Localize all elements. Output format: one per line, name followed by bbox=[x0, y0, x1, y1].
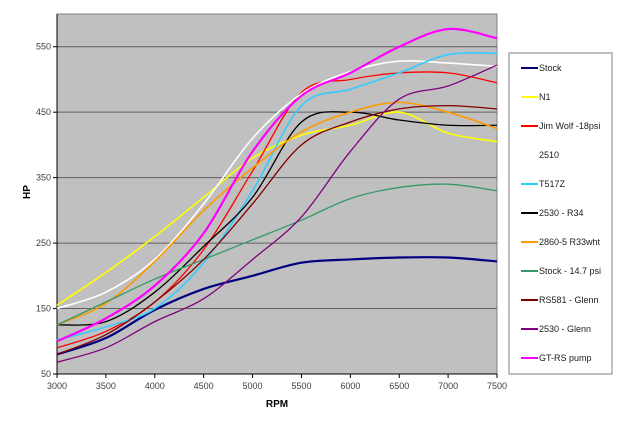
y-tick-label: 50 bbox=[41, 369, 51, 379]
plot-area bbox=[56, 13, 498, 375]
series-line-2530-glenn bbox=[56, 64, 498, 363]
gridlines bbox=[57, 46, 497, 310]
legend-item: Stock bbox=[521, 63, 562, 73]
legend-item: Jim Wolf -18psi bbox=[521, 121, 600, 131]
legend-label: 2530 - Glenn bbox=[539, 324, 591, 334]
legend-label: T517Z bbox=[539, 179, 566, 189]
x-tick-label: 4500 bbox=[194, 381, 214, 391]
x-axis-label: RPM bbox=[266, 399, 288, 410]
legend-label: 2860-5 R33wht bbox=[539, 237, 601, 247]
y-tick-label: 450 bbox=[36, 107, 51, 117]
series-line-stock-14-7-psi bbox=[56, 183, 498, 326]
y-tick-label: 150 bbox=[36, 304, 51, 314]
legend-item: 2860-5 R33wht bbox=[521, 237, 601, 247]
series-line-gt-rs-pump bbox=[56, 27, 498, 343]
legend-item: GT-RS pump bbox=[521, 353, 592, 363]
legend-item: 2510 bbox=[521, 150, 559, 160]
series-line-t517z bbox=[56, 51, 498, 341]
y-tick-label: 550 bbox=[36, 42, 51, 52]
x-tick-label: 4000 bbox=[145, 381, 165, 391]
series-line-2530-r34 bbox=[56, 111, 498, 326]
legend-item: Stock - 14.7 psi bbox=[521, 266, 601, 276]
x-tick-label: 6000 bbox=[340, 381, 360, 391]
legend-label: GT-RS pump bbox=[539, 353, 592, 363]
x-tick-label: 6500 bbox=[389, 381, 409, 391]
legend-item: N1 bbox=[521, 92, 551, 102]
series-lines bbox=[56, 27, 498, 363]
x-axis: 3000 3500 4000 4500 5000 5500 6000 6500 7000 7500 bbox=[47, 373, 507, 391]
x-tick-label: 3000 bbox=[47, 381, 67, 391]
series-line-rs581-glenn bbox=[56, 104, 498, 355]
series-line-2860-5-r33wht bbox=[56, 101, 498, 326]
y-tick-label: 350 bbox=[36, 173, 51, 183]
legend-label: N1 bbox=[539, 92, 551, 102]
legend-item: T517Z bbox=[521, 179, 566, 189]
y-tick-label: 250 bbox=[36, 238, 51, 248]
y-axis-label: HP bbox=[22, 185, 33, 199]
legend-label: 2510 bbox=[539, 150, 559, 160]
x-tick-label: 5000 bbox=[243, 381, 263, 391]
legend-label: Stock - 14.7 psi bbox=[539, 266, 601, 276]
legend-label: Jim Wolf -18psi bbox=[539, 121, 600, 131]
legend-label: RS581 - Glenn bbox=[539, 295, 599, 305]
y-axis: 50 150 250 350 450 550 bbox=[36, 14, 58, 379]
legend-label: 2530 - R34 bbox=[539, 208, 584, 218]
legend: Stock N1 Jim Wolf -18psi 2510 T517Z 2530 - R3… bbox=[508, 52, 613, 375]
legend-label: Stock bbox=[539, 63, 562, 73]
x-tick-label: 7000 bbox=[438, 381, 458, 391]
x-tick-label: 5500 bbox=[291, 381, 311, 391]
legend-item: 2530 - R34 bbox=[521, 208, 584, 218]
series-line-2510 bbox=[56, 59, 498, 310]
x-tick-label: 7500 bbox=[487, 381, 507, 391]
legend-item: 2530 - Glenn bbox=[521, 324, 591, 334]
legend-item: RS581 - Glenn bbox=[521, 295, 599, 305]
x-tick-label: 3500 bbox=[96, 381, 116, 391]
series-line-stock bbox=[56, 256, 498, 356]
